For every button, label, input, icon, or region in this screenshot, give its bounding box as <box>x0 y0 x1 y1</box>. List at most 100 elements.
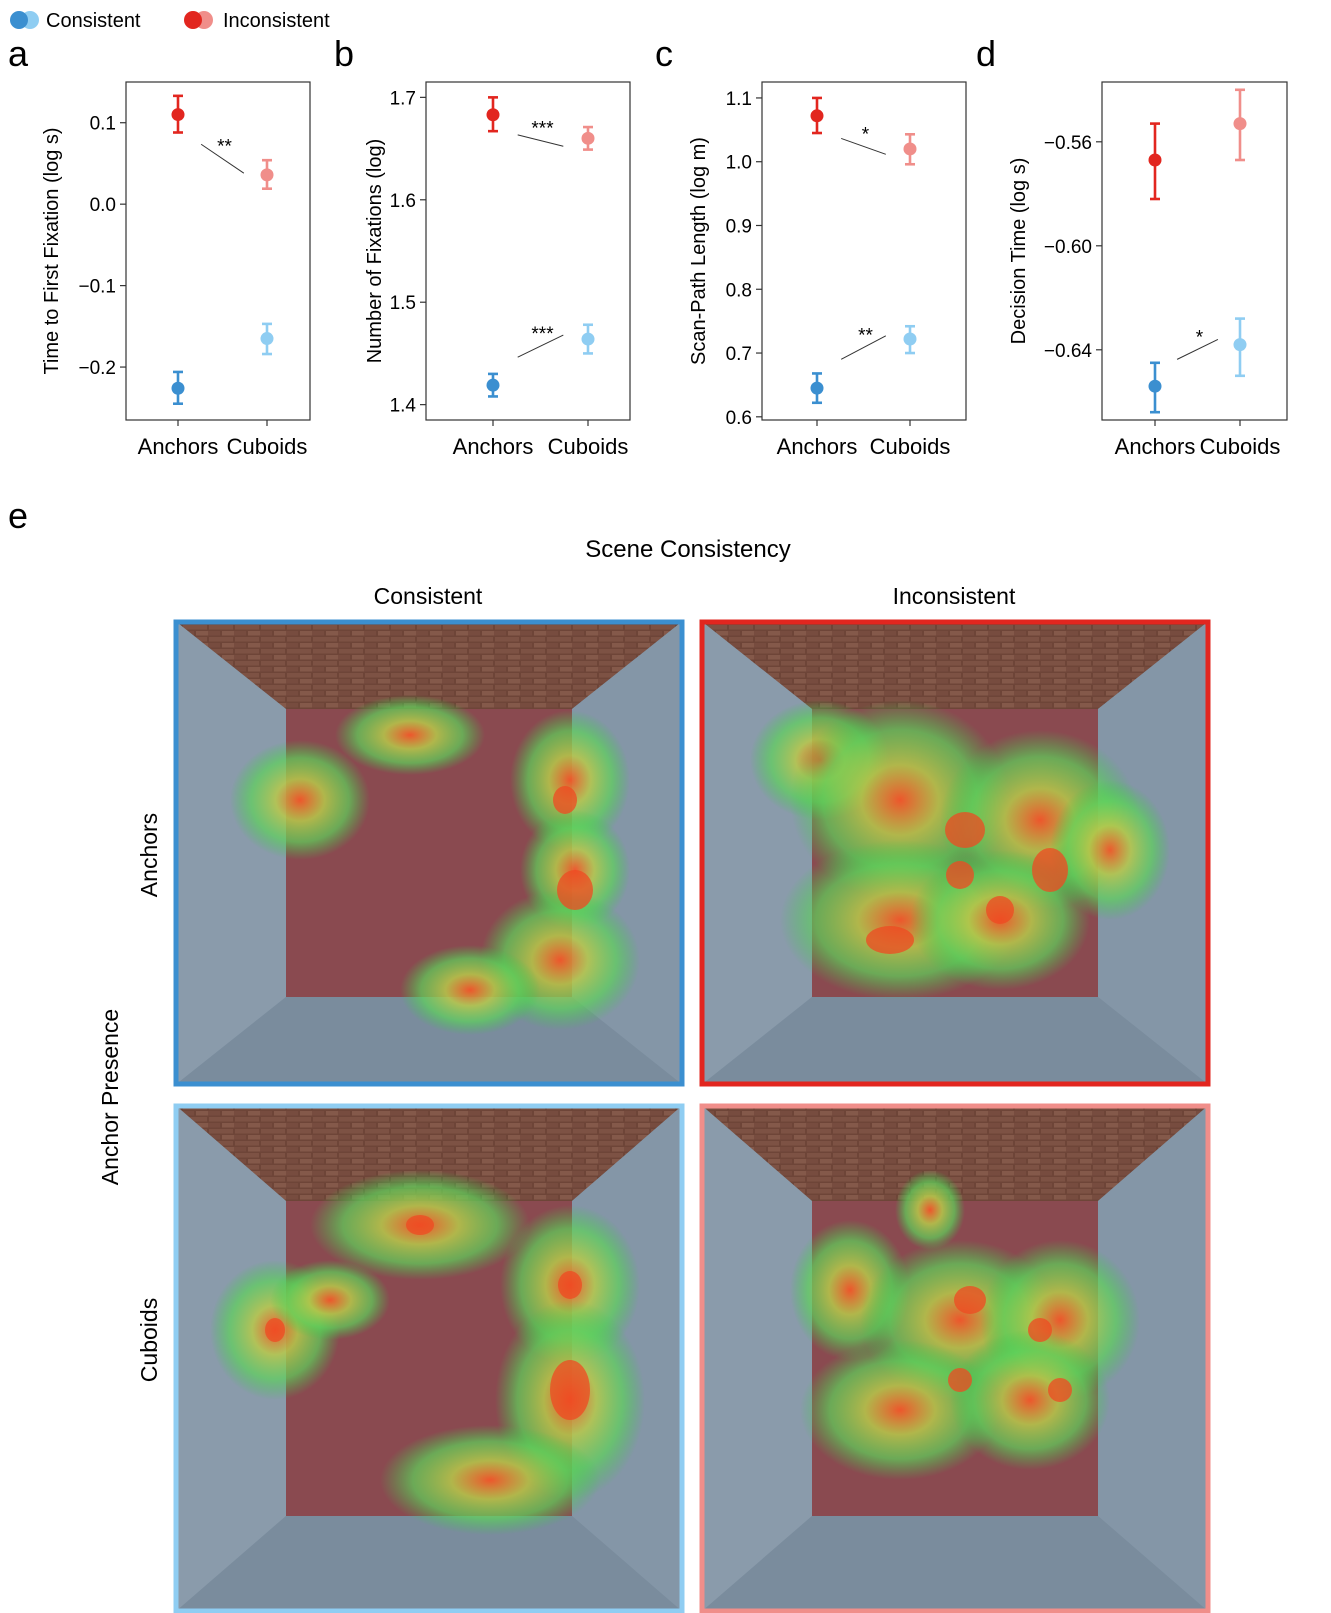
significance-label: * <box>862 124 870 145</box>
y-tick-label: 0.7 <box>726 344 752 365</box>
y-tick-label: −0.60 <box>1044 237 1092 258</box>
heatmap-hotspot <box>557 870 593 910</box>
y-tick-label: 0.6 <box>726 408 752 429</box>
scene-border <box>699 619 1211 1087</box>
x-tick-label: Anchors <box>777 434 858 459</box>
chart-panel-c: 1.1 1.0 0.9 0.8 0.7 0.6 Anchors Cuboids Scan-Pat… <box>688 81 967 459</box>
row-label-anchors: Anchors <box>136 813 162 897</box>
scene-left-wall <box>174 620 286 1086</box>
heatmap-hotspot <box>986 896 1014 924</box>
data-point <box>486 108 500 122</box>
y-tick-label: −0.1 <box>78 277 116 298</box>
scene-front-floor <box>700 997 1210 1086</box>
chart-panel-d: −0.56 −0.60 −0.64 Anchors Cuboids Decision Ti… <box>1008 81 1288 459</box>
x-tick-label: Cuboids <box>1200 434 1281 459</box>
data-point <box>903 142 917 156</box>
significance-line <box>1176 338 1219 360</box>
heatmap-hotspot <box>954 1286 986 1314</box>
significance-label: * <box>1196 327 1204 348</box>
data-point <box>1148 153 1162 167</box>
data-point <box>486 378 500 392</box>
heatmap-hotspot <box>265 1318 285 1342</box>
scene-front-floor <box>700 1516 1210 1613</box>
y-tick-label: 1.0 <box>726 153 752 174</box>
data-point <box>1233 117 1247 131</box>
heatmap-hotspot <box>553 786 577 814</box>
plot-frame <box>125 81 311 421</box>
legend-label-inconsistent: Inconsistent <box>223 10 330 32</box>
column-label-consistent: Consistent <box>374 583 483 609</box>
x-tick-label: Anchors <box>1115 434 1196 459</box>
heatmap-hotspot <box>550 1360 590 1420</box>
scene-consistent-cuboids <box>173 1103 685 1613</box>
scene-front-floor <box>174 1516 684 1613</box>
y-tick-label: −0.64 <box>1044 341 1093 362</box>
significance-label: ** <box>858 326 873 347</box>
panel-letter-e: e <box>8 495 28 536</box>
significance-line <box>517 134 564 147</box>
heatmap-region <box>270 1260 390 1340</box>
legend-item-inconsistent: Inconsistent <box>184 10 330 32</box>
significance-line <box>840 335 887 360</box>
column-label-inconsistent: Inconsistent <box>893 583 1016 609</box>
data-point <box>810 109 824 123</box>
legend-swatch-inconsistent-dark <box>184 11 202 29</box>
significance-label: ** <box>217 137 232 158</box>
panel-letter-c: c <box>655 33 673 74</box>
heatmap-hotspot <box>945 812 985 848</box>
data-point <box>260 168 274 182</box>
heatmap-region <box>400 945 540 1035</box>
significance-label: *** <box>531 119 554 140</box>
heatmap-region <box>895 1170 965 1250</box>
y-tick-label: 1.7 <box>390 88 416 109</box>
data-point <box>1148 379 1162 393</box>
data-point <box>171 381 185 395</box>
significance-line <box>200 143 245 174</box>
scene-heatmap-grid <box>173 619 1211 1613</box>
x-tick-label: Cuboids <box>227 434 308 459</box>
data-point <box>581 131 595 145</box>
x-tick-label: Anchors <box>138 434 219 459</box>
scene-inconsistent-cuboids <box>699 1103 1211 1613</box>
chart-panel-b: 1.7 1.6 1.5 1.4 Anchors Cuboids Number of Fixa… <box>364 81 631 459</box>
significance-line <box>517 334 564 358</box>
heatmap-hotspot <box>946 861 974 889</box>
heatmap-hotspot <box>1032 848 1068 892</box>
heatmap-hotspot <box>866 926 914 954</box>
heatmap-region <box>510 710 630 850</box>
legend-swatch-consistent-dark <box>10 11 28 29</box>
heatmap-hotspot <box>558 1271 582 1299</box>
panel-e-title: Scene Consistency <box>585 536 790 563</box>
scene-border <box>173 1103 685 1613</box>
heatmap-region <box>1050 780 1170 920</box>
y-tick-label: 1.1 <box>726 89 752 110</box>
plot-frame <box>425 81 631 421</box>
plot-frame <box>761 81 967 421</box>
y-tick-label: 0.0 <box>90 195 116 216</box>
y-tick-label: 1.6 <box>390 191 416 212</box>
data-point <box>260 332 274 346</box>
scene-border <box>699 1103 1211 1613</box>
scene-consistent-anchors <box>173 619 685 1087</box>
y-axis-label: Number of Fixations (log) <box>364 139 386 364</box>
y-tick-label: 0.8 <box>726 280 752 301</box>
y-axis-label: Scan-Path Length (log m) <box>688 137 710 365</box>
heatmap-hotspot <box>406 1215 434 1235</box>
heatmap-region <box>950 1330 1110 1470</box>
y-tick-label: 0.1 <box>90 114 116 135</box>
data-point <box>1233 338 1247 352</box>
scene-back-wall <box>700 620 1210 709</box>
significance-line <box>841 137 886 155</box>
y-axis-label: Decision Time (log s) <box>1008 158 1030 345</box>
data-point <box>810 381 824 395</box>
x-tick-label: Cuboids <box>548 434 629 459</box>
y-tick-label: 0.9 <box>726 216 752 237</box>
plot-frame <box>1101 81 1288 421</box>
panel-letter-d: d <box>976 33 996 74</box>
data-point <box>903 332 917 346</box>
scene-back-wall <box>174 620 684 709</box>
y-tick-label: −0.56 <box>1044 133 1092 154</box>
row-axis-label: Anchor Presence <box>97 1009 123 1185</box>
x-tick-label: Cuboids <box>870 434 951 459</box>
